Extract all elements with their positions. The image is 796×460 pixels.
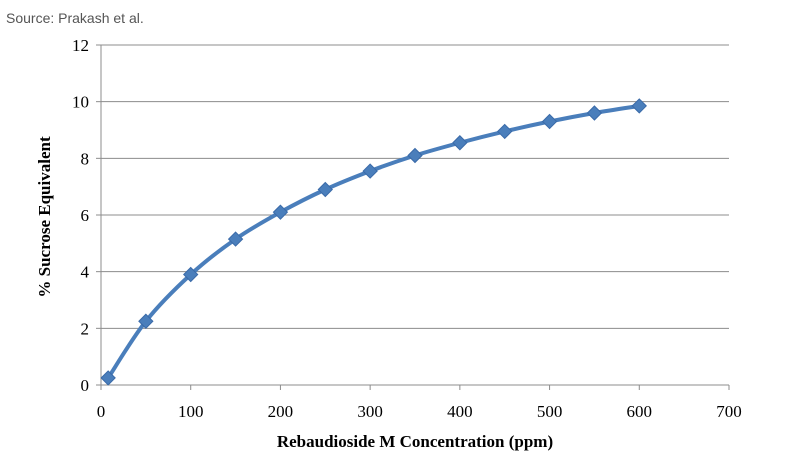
data-point-marker	[407, 147, 423, 164]
y-axis-title: % Sucrose Equivalent	[35, 136, 54, 298]
x-tick-label: 500	[537, 402, 563, 421]
data-point-marker	[362, 163, 378, 179]
data-point-marker	[631, 98, 647, 114]
data-point-marker	[497, 123, 513, 140]
data-point-marker	[183, 266, 199, 283]
data-point-marker	[317, 181, 333, 198]
source-note: Source: Prakash et al.	[6, 10, 144, 26]
data-point-marker	[100, 370, 116, 386]
x-tick-label: 0	[97, 402, 106, 421]
gridlines	[101, 44, 729, 329]
data-point-marker	[452, 135, 468, 151]
y-tick-label: 4	[81, 263, 90, 282]
y-tick-label: 0	[81, 376, 90, 395]
data-point-marker	[272, 204, 289, 220]
y-tick-label: 2	[81, 319, 90, 338]
y-tick-label: 12	[72, 36, 89, 55]
axes	[96, 44, 730, 390]
x-tick-label: 300	[357, 402, 383, 421]
y-tick-label: 6	[81, 206, 90, 225]
data-point-marker	[227, 231, 244, 247]
x-tick-label: 200	[268, 402, 294, 421]
x-tick-label: 400	[447, 402, 473, 421]
series-line	[106, 103, 642, 380]
x-tick-label: 600	[627, 402, 653, 421]
y-tick-labels: 0 2 4 6 8 10 12	[72, 36, 90, 395]
data-point-marker	[586, 105, 603, 121]
x-tick-label: 100	[178, 402, 204, 421]
y-tick-label: 8	[81, 149, 90, 168]
x-tick-labels: 0 100 200 300 400 500 600 700	[97, 402, 742, 421]
y-tick-label: 10	[72, 93, 89, 112]
x-axis-title: Rebaudioside M Concentration (ppm)	[277, 432, 553, 451]
x-tick-label: 700	[716, 402, 742, 421]
data-point-marker	[541, 113, 558, 130]
series-group	[100, 98, 647, 386]
data-point-marker	[138, 313, 154, 329]
